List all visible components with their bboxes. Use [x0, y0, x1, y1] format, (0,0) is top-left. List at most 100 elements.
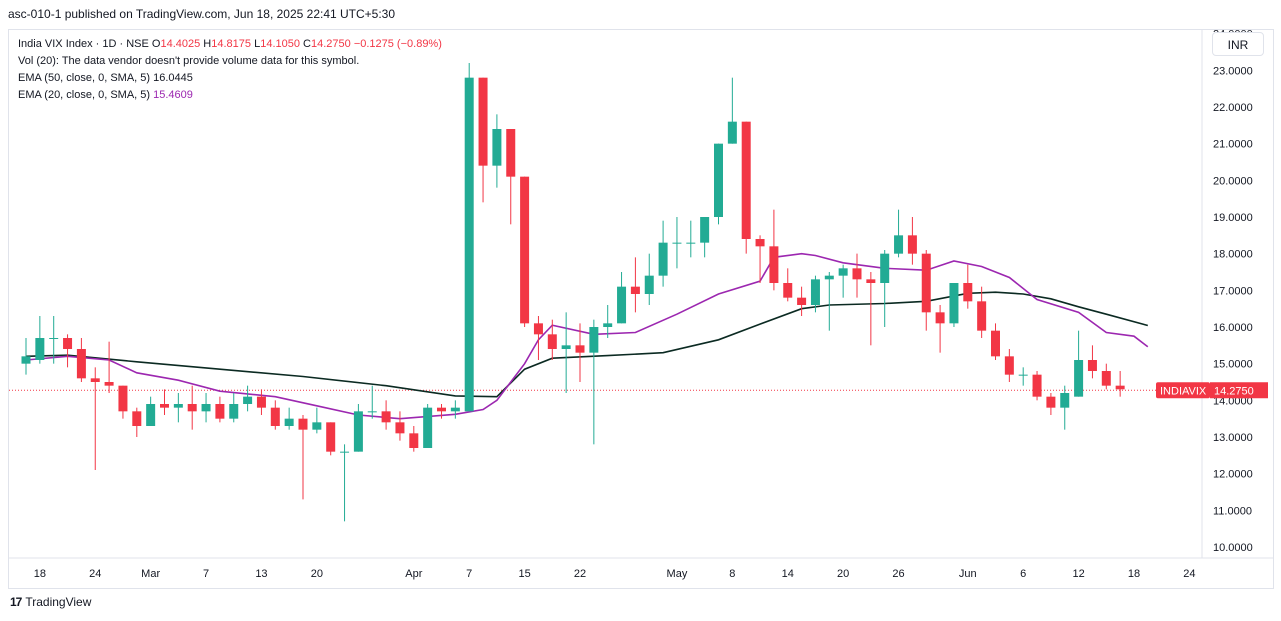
ema20-line	[25, 252, 1149, 420]
candle	[492, 114, 502, 188]
candle	[561, 312, 571, 393]
candle	[866, 272, 876, 346]
candle	[935, 305, 945, 353]
candle	[173, 393, 183, 423]
y-tick-label: 12.0000	[1213, 469, 1253, 481]
change-value: −0.1275 (−0.89%)	[353, 38, 442, 50]
symbol-tag-label: INDIAVIX	[1160, 385, 1207, 397]
candle	[630, 257, 640, 313]
candle	[1101, 363, 1111, 390]
candle	[464, 63, 474, 412]
candle	[201, 393, 211, 423]
candle	[21, 338, 31, 375]
candle	[963, 264, 973, 309]
candle	[603, 305, 613, 338]
candle	[741, 121, 751, 254]
y-tick-label: 22.0000	[1213, 102, 1253, 114]
x-tick-label: 6	[1020, 568, 1026, 580]
candle	[229, 393, 239, 423]
candle	[1032, 371, 1042, 401]
candle	[1115, 371, 1125, 397]
x-tick-label: 8	[729, 568, 735, 580]
time-axis[interactable]: 18 24 Mar 7 13 20 Apr 7 15 22 May 8 14 20 26 Jun 6 12 18 24	[34, 568, 1196, 580]
candle	[658, 220, 668, 287]
candle	[146, 396, 156, 426]
x-tick-label: Apr	[405, 568, 422, 580]
candle	[340, 444, 350, 522]
candle	[810, 275, 820, 313]
candle	[478, 77, 488, 203]
candle	[326, 422, 336, 456]
y-tick-label: 19.0000	[1213, 212, 1253, 224]
x-tick-label: 26	[892, 568, 904, 580]
legend-ema50-row[interactable]: EMA (50, close, 0, SMA, 5) 16.0445	[18, 70, 442, 87]
candle	[797, 286, 807, 316]
ema20-value: 15.4609	[153, 89, 193, 101]
candle	[520, 176, 530, 327]
candle	[575, 323, 585, 382]
volume-note: Vol (20): The data vendor doesn't provid…	[18, 55, 360, 67]
candle	[118, 385, 128, 419]
x-tick-label: 7	[203, 568, 209, 580]
candle	[1018, 367, 1028, 386]
candle	[187, 385, 197, 430]
candle	[949, 283, 959, 327]
tradingview-footer[interactable]: 17 TradingView	[10, 595, 91, 609]
candle	[644, 253, 654, 305]
x-tick-label: 24	[89, 568, 101, 580]
y-tick-label: 15.0000	[1213, 359, 1253, 371]
candle	[852, 253, 862, 298]
open-label: O	[151, 38, 161, 50]
ema20-label: EMA (20, close, 0, SMA, 5)	[18, 89, 151, 101]
candle	[409, 426, 419, 452]
candle	[686, 220, 696, 258]
x-tick-label: 15	[518, 568, 530, 580]
brand-name: TradingView	[25, 595, 92, 609]
legend-ohlc-row[interactable]: India VIX Index · 1D · NSE O14.4025 H14.…	[18, 36, 442, 53]
tradingview-logo-icon: 17	[10, 595, 22, 609]
candle	[215, 396, 225, 423]
candle	[35, 316, 45, 364]
candle	[617, 272, 627, 324]
candle	[367, 385, 377, 419]
candle	[533, 316, 543, 360]
low-label: L	[254, 38, 261, 50]
y-tick-label: 11.0000	[1213, 505, 1252, 517]
x-tick-label: 22	[574, 568, 586, 580]
candle	[284, 407, 294, 430]
candle	[783, 268, 793, 302]
candle	[1087, 345, 1097, 379]
last-price-tags: INDIAVIX 14.2750	[1156, 382, 1268, 399]
currency-button[interactable]: INR	[1212, 32, 1264, 56]
chart-legend: India VIX Index · 1D · NSE O14.4025 H14.…	[18, 36, 442, 104]
ema50-label: EMA (50, close, 0, SMA, 5)	[18, 72, 151, 84]
candle	[1074, 330, 1084, 397]
candle	[450, 400, 460, 419]
price-tag	[1210, 382, 1268, 399]
candle	[160, 389, 169, 415]
candle	[63, 334, 73, 368]
candle	[880, 250, 890, 327]
legend-ema20-row[interactable]: EMA (20, close, 0, SMA, 5) 15.4609	[18, 87, 442, 104]
low-value: 14.1050	[260, 38, 300, 50]
x-tick-label: 13	[255, 568, 267, 580]
x-tick-label: 24	[1183, 568, 1195, 580]
chart-frame[interactable]	[8, 29, 1274, 589]
candle	[312, 407, 322, 434]
close-value: 14.2750	[310, 38, 351, 50]
candle	[547, 319, 557, 360]
ema50-line	[25, 291, 1149, 398]
y-tick-label: 16.0000	[1213, 322, 1253, 334]
candle	[755, 235, 765, 283]
candle	[714, 143, 723, 225]
price-axis[interactable]: 10.0000 11.0000 12.0000 13.0000 14.0000 15.00…	[1213, 29, 1253, 554]
y-tick-label: 20.0000	[1213, 175, 1253, 187]
symbol-tag	[1156, 382, 1210, 399]
candle	[991, 323, 1000, 360]
close-label: C	[303, 38, 311, 50]
x-tick-label: 18	[34, 568, 46, 580]
symbol-title[interactable]: India VIX Index · 1D · NSE	[18, 38, 149, 50]
x-tick-label: Jun	[959, 568, 977, 580]
x-tick-label: 14	[782, 568, 794, 580]
